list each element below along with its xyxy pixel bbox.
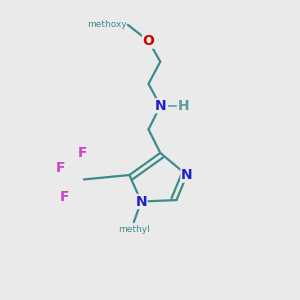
Text: N: N bbox=[154, 99, 166, 113]
Text: N: N bbox=[135, 194, 147, 208]
Text: methoxy: methoxy bbox=[87, 20, 126, 29]
Text: H: H bbox=[178, 99, 190, 113]
Text: F: F bbox=[56, 161, 65, 175]
Text: F: F bbox=[77, 146, 87, 160]
Text: F: F bbox=[60, 190, 69, 204]
Text: O: O bbox=[142, 34, 154, 48]
Text: methyl: methyl bbox=[118, 225, 150, 234]
Text: N: N bbox=[181, 168, 193, 182]
